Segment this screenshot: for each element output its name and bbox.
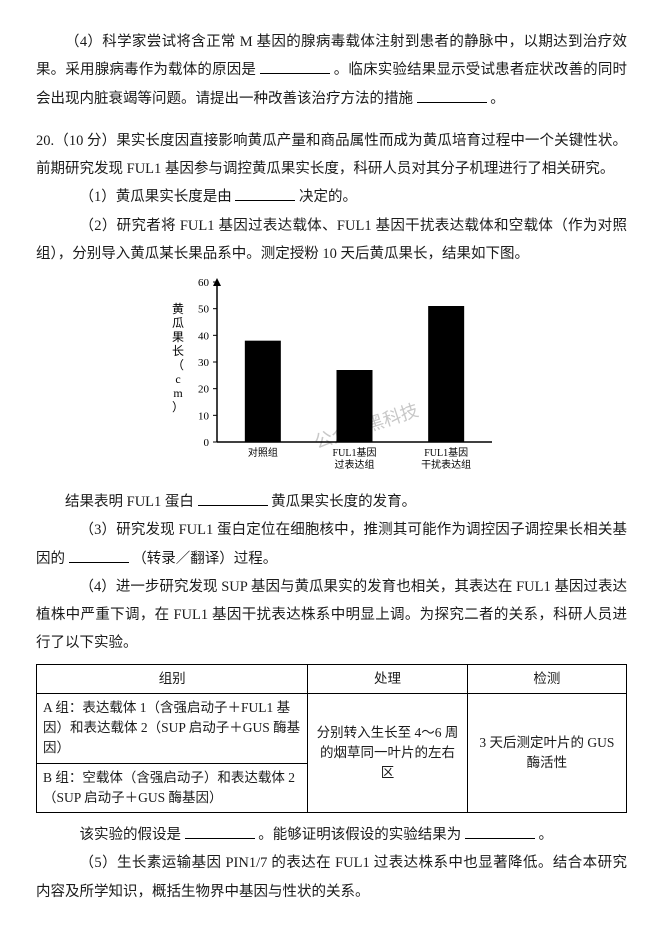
svg-text:黄瓜果长（cm）: 黄瓜果长（cm） <box>171 302 183 414</box>
svg-text:10: 10 <box>198 410 210 422</box>
q20-part5: （5）生长素运输基因 PIN1/7 的表达在 FUL1 过表达株系中也显著降低。… <box>36 849 627 906</box>
table-header-row: 组别 处理 检测 <box>37 664 627 693</box>
svg-text:FUL1基因: FUL1基因 <box>424 446 468 459</box>
th-detect: 检测 <box>467 664 626 693</box>
q20-2r-b: 黄瓜果实长度的发育。 <box>271 494 416 510</box>
svg-text:过表达组: 过表达组 <box>334 458 374 471</box>
q20-head: 20.（10 分）果实长度因直接影响黄瓜产量和商品属性而成为黄瓜培育过程中一个关… <box>36 133 627 177</box>
blank <box>185 824 255 840</box>
bar-chart: 公众号黑科技0102030405060黄瓜果长（cm）对照组FUL1基因过表达组… <box>36 272 627 482</box>
q20-part1: （1）黄瓜果实长度是由 决定的。 <box>36 183 627 211</box>
svg-text:FUL1基因: FUL1基因 <box>332 446 376 459</box>
q20-2: （2）研究者将 FUL1 基因过表达载体、FUL1 基因干扰表达载体和空载体（作… <box>36 218 627 262</box>
q20-4q-c: 。 <box>539 827 554 843</box>
cell-detect: 3 天后测定叶片的 GUS 酶活性 <box>467 693 626 812</box>
th-group: 组别 <box>37 664 308 693</box>
svg-text:50: 50 <box>198 304 210 316</box>
svg-text:对照组: 对照组 <box>247 446 277 459</box>
q20-4q-b: 。能够证明该假设的实验结果为 <box>258 827 461 843</box>
blank <box>465 824 535 840</box>
q20-4: （4）进一步研究发现 SUP 基因与黄瓜果实的发育也相关，其表达在 FUL1 基… <box>36 579 627 652</box>
th-treat: 处理 <box>308 664 467 693</box>
q20-part2: （2）研究者将 FUL1 基因过表达载体、FUL1 基因干扰表达载体和空载体（作… <box>36 212 627 269</box>
blank <box>235 186 295 202</box>
q20-4q-a: 该实验的假设是 <box>80 827 182 843</box>
q20-part2-result: 结果表明 FUL1 蛋白 黄瓜果实长度的发育。 <box>36 488 627 516</box>
q20-part3: （3）研究发现 FUL1 蛋白定位在细胞核中，推测其可能作为调控因子调控果长相关… <box>36 516 627 573</box>
q20-1-b: 决定的。 <box>299 189 357 205</box>
svg-text:60: 60 <box>198 277 210 289</box>
bar-chart-svg: 公众号黑科技0102030405060黄瓜果长（cm）对照组FUL1基因过表达组… <box>162 272 502 482</box>
q20-part4-question: 该实验的假设是 。能够证明该假设的实验结果为 。 <box>36 821 627 849</box>
q20-part4: （4）进一步研究发现 SUP 基因与黄瓜果实的发育也相关，其表达在 FUL1 基… <box>36 573 627 658</box>
svg-text:40: 40 <box>198 330 210 342</box>
q19-part4: （4）科学家尝试将含正常 M 基因的腺病毒载体注射到患者的静脉中，以期达到治疗效… <box>36 28 627 113</box>
svg-text:0: 0 <box>203 437 209 449</box>
svg-text:20: 20 <box>198 384 210 396</box>
q20-1-a: （1）黄瓜果实长度是由 <box>80 189 232 205</box>
cell-group-b: B 组：空载体（含强启动子）和表达载体 2（SUP 启动子＋GUS 酶基因） <box>37 763 308 813</box>
q20-stem: 20.（10 分）果实长度因直接影响黄瓜产量和商品属性而成为黄瓜培育过程中一个关… <box>36 127 627 184</box>
experiment-table: 组别 处理 检测 A 组：表达载体 1（含强启动子＋FUL1 基因）和表达载体 … <box>36 664 627 814</box>
q20-2r-a: 结果表明 FUL1 蛋白 <box>65 494 194 510</box>
cell-group-a: A 组：表达载体 1（含强启动子＋FUL1 基因）和表达载体 2（SUP 启动子… <box>37 693 308 763</box>
blank <box>260 59 330 75</box>
svg-text:干扰表达组: 干扰表达组 <box>421 458 471 471</box>
blank <box>417 87 487 103</box>
cell-treat: 分别转入生长至 4～6 周的烟草同一叶片的左右区 <box>308 693 467 812</box>
q19-4-text-c: 。 <box>490 91 505 107</box>
blank <box>198 491 268 507</box>
q20-5: （5）生长素运输基因 PIN1/7 的表达在 FUL1 过表达株系中也显著降低。… <box>36 855 627 899</box>
blank <box>69 547 129 563</box>
table-row: A 组：表达载体 1（含强启动子＋FUL1 基因）和表达载体 2（SUP 启动子… <box>37 693 627 763</box>
q20-3-b: （转录／翻译）过程。 <box>132 551 277 567</box>
svg-text:30: 30 <box>198 357 210 369</box>
